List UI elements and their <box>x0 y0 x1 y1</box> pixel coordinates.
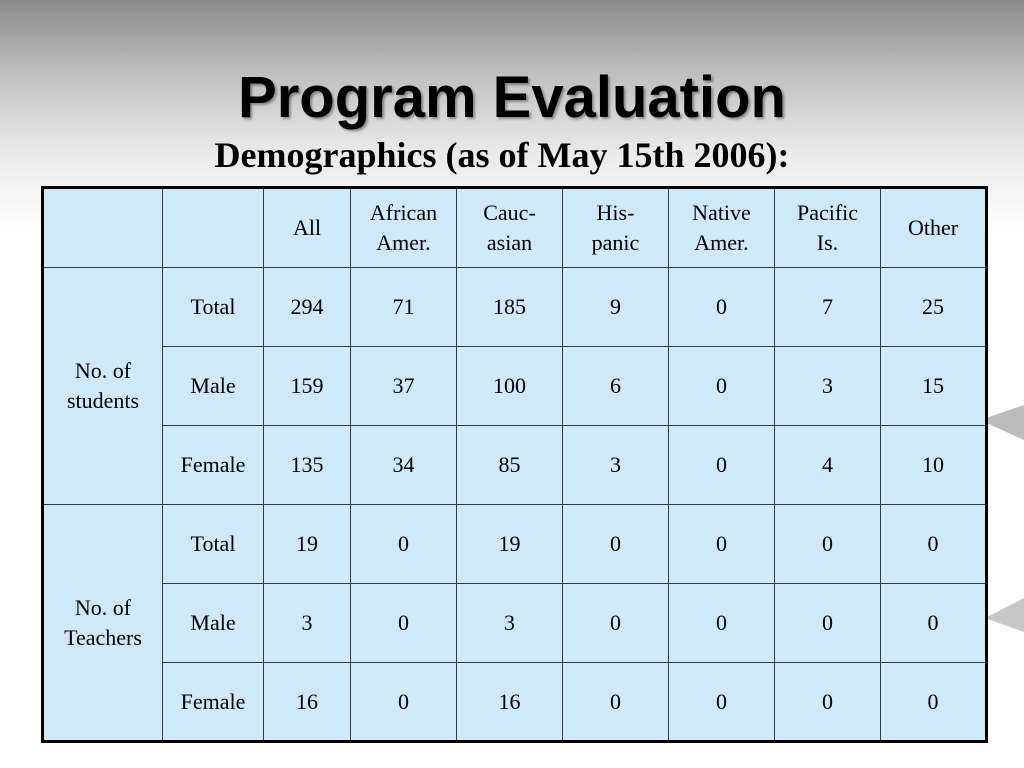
table-cell: 0 <box>668 504 775 584</box>
table-cell: 0 <box>880 504 987 584</box>
table-row: Male 159 37 100 6 0 3 15 <box>43 346 987 426</box>
table-cell: 0 <box>774 504 881 584</box>
header-empty-cell <box>42 187 163 268</box>
table-cell: 0 <box>350 504 457 584</box>
row-label: Female <box>162 662 264 742</box>
slide-subtitle: Demographics (as of May 15th 2006): <box>214 135 790 175</box>
table-cell: 10 <box>880 425 987 505</box>
group-label-students: No. of students <box>42 267 163 505</box>
table-cell: 0 <box>562 583 669 663</box>
header-native-amer: Native Amer. <box>668 187 775 268</box>
header-pacific-is: Pacific Is. <box>774 187 881 268</box>
table-cell: 0 <box>350 583 457 663</box>
header-other: Other <box>880 187 987 268</box>
header-empty-cell <box>162 187 264 268</box>
table-cell: 0 <box>668 662 775 742</box>
table-cell: 3 <box>562 425 669 505</box>
table-cell: 159 <box>263 346 351 426</box>
row-label: Female <box>162 425 264 505</box>
table-cell: 3 <box>263 583 351 663</box>
header-hispanic: His-panic <box>562 187 669 268</box>
group-label-teachers: No. of Teachers <box>42 504 163 742</box>
table-cell: 135 <box>263 425 351 505</box>
table-row: No. of Teachers Total 19 0 19 0 0 0 0 <box>42 504 987 742</box>
table-cell: 7 <box>774 267 881 347</box>
table-cell: 0 <box>668 267 775 347</box>
table-cell: 15 <box>880 346 987 426</box>
table-row: Female 135 34 85 3 0 4 10 <box>43 425 987 505</box>
table-cell: 4 <box>774 425 881 505</box>
table-cell: 3 <box>456 583 563 663</box>
table-row: No. of students Total 294 71 185 9 0 7 25 <box>42 267 987 505</box>
table-cell: 25 <box>880 267 987 347</box>
slide-title: Program Evaluation <box>238 65 786 130</box>
table-cell: 6 <box>562 346 669 426</box>
table-cell: 0 <box>774 662 881 742</box>
table-row: Female 16 0 16 0 0 0 0 <box>43 662 987 742</box>
table-cell: 37 <box>350 346 457 426</box>
row-label: Total <box>162 267 264 347</box>
header-caucasian: Cauc-asian <box>456 187 563 268</box>
table-cell: 100 <box>456 346 563 426</box>
table-header-row: All African Amer. Cauc-asian His-panic Na… <box>42 187 987 268</box>
table-cell: 0 <box>774 583 881 663</box>
demographics-table: All African Amer. Cauc-asian His-panic Na… <box>41 186 988 743</box>
table-cell: 0 <box>668 346 775 426</box>
row-label: Male <box>162 583 264 663</box>
table-cell: 185 <box>456 267 563 347</box>
row-label: Male <box>162 346 264 426</box>
table-cell: 294 <box>263 267 351 347</box>
table-cell: 0 <box>880 662 987 742</box>
header-african-amer: African Amer. <box>350 187 457 268</box>
table-cell: 16 <box>456 662 563 742</box>
table-cell: 71 <box>350 267 457 347</box>
table-cell: 19 <box>456 504 563 584</box>
table-cell: 0 <box>350 662 457 742</box>
header-all: All <box>263 187 351 268</box>
row-label: Total <box>162 504 264 584</box>
table-cell: 0 <box>562 504 669 584</box>
table-cell: 16 <box>263 662 351 742</box>
table-row: Male 3 0 3 0 0 0 0 <box>43 583 987 663</box>
table-cell: 9 <box>562 267 669 347</box>
table-cell: 3 <box>774 346 881 426</box>
table-cell: 0 <box>668 583 775 663</box>
table-cell: 0 <box>880 583 987 663</box>
table-cell: 85 <box>456 425 563 505</box>
table-cell: 0 <box>668 425 775 505</box>
table-cell: 34 <box>350 425 457 505</box>
table-cell: 19 <box>263 504 351 584</box>
table-cell: 0 <box>562 662 669 742</box>
